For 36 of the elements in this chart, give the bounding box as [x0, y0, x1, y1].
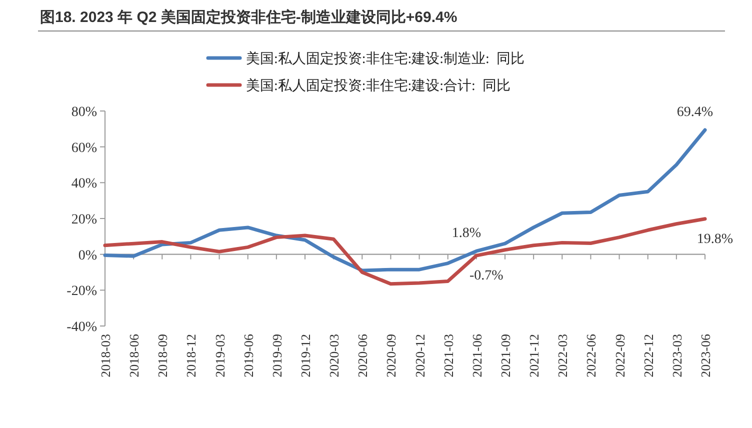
x-tick-label: 2022-03: [555, 334, 570, 378]
x-tick-label: 2022-09: [612, 334, 628, 378]
chart-title: 图18. 2023 年 Q2 美国固定投资非住宅-制造业建设同比+69.4%: [40, 8, 458, 26]
x-tick-label: 2019-03: [212, 334, 228, 378]
y-tick-label: 20%: [71, 212, 98, 228]
x-tick-label: 2021-06: [469, 334, 484, 378]
data-label: -0.7%: [470, 268, 504, 284]
data-label: 1.8%: [452, 226, 482, 242]
data-label: 69.4%: [676, 104, 714, 120]
x-tick-label: 2021-12: [526, 334, 542, 378]
y-tick-label: 40%: [71, 176, 98, 192]
x-tick-label: 2020-09: [384, 334, 399, 378]
x-tick-label: 2022-06: [584, 334, 599, 378]
x-tick-label: 2018-03: [98, 334, 113, 378]
x-tick-label: 2023-03: [669, 334, 684, 378]
x-tick-label: 2022-12: [640, 334, 656, 378]
x-tick-label: 2019-12: [298, 334, 313, 378]
x-tick-label: 2019-09: [269, 334, 284, 378]
y-tick-label: -20%: [66, 284, 98, 300]
y-tick-label: 0%: [78, 248, 98, 264]
x-tick-label: 2020-06: [355, 334, 370, 378]
x-tick-label: 2021-03: [440, 334, 456, 378]
x-tick-label: 2020-12: [412, 334, 428, 378]
x-tick-label: 2020-03: [326, 334, 342, 378]
x-tick-label: 2018-09: [155, 334, 170, 378]
legend-label: 美国:私人固定投资:非住宅:建设:制造业: 同比: [246, 51, 524, 67]
x-tick-label: 2018-12: [184, 334, 199, 378]
y-tick-label: 60%: [71, 140, 98, 156]
x-tick-label: 2019-06: [240, 334, 256, 378]
x-tick-label: 2023-06: [698, 334, 713, 378]
y-tick-label: -40%: [66, 320, 98, 335]
y-tick-label: 80%: [71, 105, 98, 120]
x-tick-label: 2021-09: [498, 334, 513, 378]
x-tick-label: 2018-06: [126, 334, 142, 378]
data-label: 19.8%: [696, 232, 734, 247]
legend-label: 美国:私人固定投资:非住宅:建设:合计: 同比: [246, 78, 510, 94]
